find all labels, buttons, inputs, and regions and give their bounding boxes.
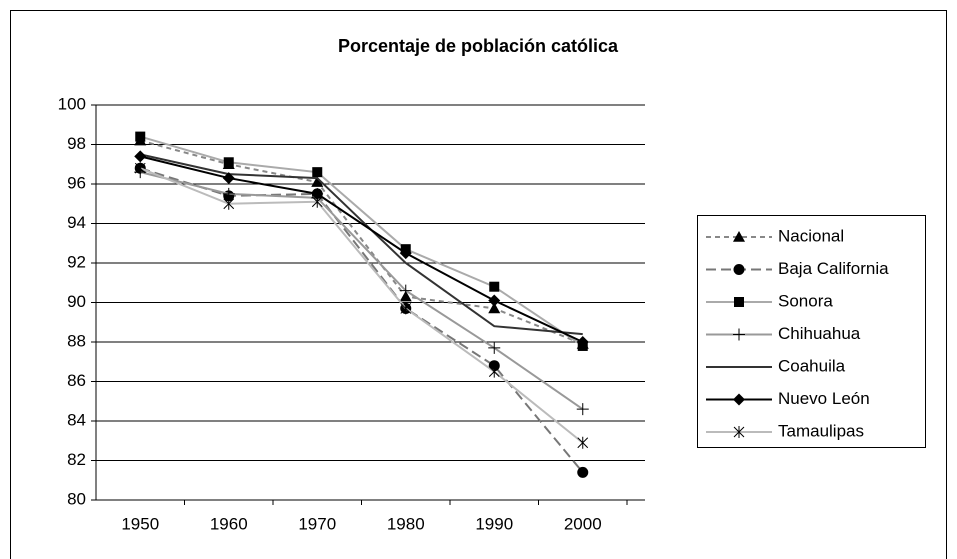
marker xyxy=(576,403,589,416)
x-tick-label: 1970 xyxy=(298,514,336,533)
marker xyxy=(733,264,745,275)
legend-label: Coahuila xyxy=(778,356,846,375)
y-tick-label: 82 xyxy=(67,450,86,469)
marker xyxy=(733,393,745,406)
marker xyxy=(488,365,500,378)
y-tick-label: 92 xyxy=(67,252,86,271)
x-tick-label: 1990 xyxy=(475,514,513,533)
marker xyxy=(577,436,589,449)
series-line xyxy=(139,167,584,444)
marker xyxy=(134,150,147,163)
series-line xyxy=(140,171,584,410)
x-tick-label: 2000 xyxy=(564,514,602,533)
legend-label: Chihuahua xyxy=(778,324,861,343)
marker xyxy=(734,297,744,307)
marker xyxy=(576,336,589,348)
y-tick-label: 84 xyxy=(67,410,86,429)
marker xyxy=(311,195,323,208)
marker xyxy=(311,187,324,200)
x-tick-label: 1980 xyxy=(387,514,425,533)
marker xyxy=(488,341,501,354)
y-tick-label: 94 xyxy=(67,213,86,232)
series-line xyxy=(139,135,584,347)
chart-title: Porcentaje de población católica xyxy=(338,36,619,56)
y-tick-label: 100 xyxy=(58,94,86,113)
marker xyxy=(488,294,501,307)
marker xyxy=(733,328,745,341)
marker xyxy=(399,247,412,260)
series-line xyxy=(139,139,584,345)
series-line xyxy=(140,155,584,343)
marker xyxy=(134,162,146,175)
x-tick-label: 1960 xyxy=(210,514,248,533)
marker xyxy=(488,302,501,314)
legend-label: Tamaulipas xyxy=(778,421,864,440)
y-tick-label: 96 xyxy=(67,173,86,192)
y-tick-label: 86 xyxy=(67,371,86,390)
y-tick-label: 90 xyxy=(67,292,86,311)
marker xyxy=(399,284,412,297)
marker xyxy=(733,426,745,438)
y-tick-label: 88 xyxy=(67,331,86,350)
y-tick-label: 80 xyxy=(67,489,86,508)
legend-label: Nacional xyxy=(778,226,844,245)
x-tick-label: 1950 xyxy=(121,514,159,533)
marker xyxy=(311,176,324,187)
marker xyxy=(223,197,235,210)
marker xyxy=(222,172,235,185)
marker xyxy=(223,157,234,168)
legend-label: Sonora xyxy=(778,291,833,310)
legend-label: Baja California xyxy=(778,259,889,278)
marker xyxy=(135,131,146,142)
y-tick-label: 98 xyxy=(67,134,86,153)
marker xyxy=(733,231,745,242)
marker xyxy=(577,466,589,478)
legend-label: Nuevo León xyxy=(778,389,870,408)
legend-box xyxy=(697,215,926,448)
series-line xyxy=(140,153,583,336)
marker xyxy=(400,302,412,315)
marker xyxy=(312,167,323,178)
marker xyxy=(489,281,500,292)
